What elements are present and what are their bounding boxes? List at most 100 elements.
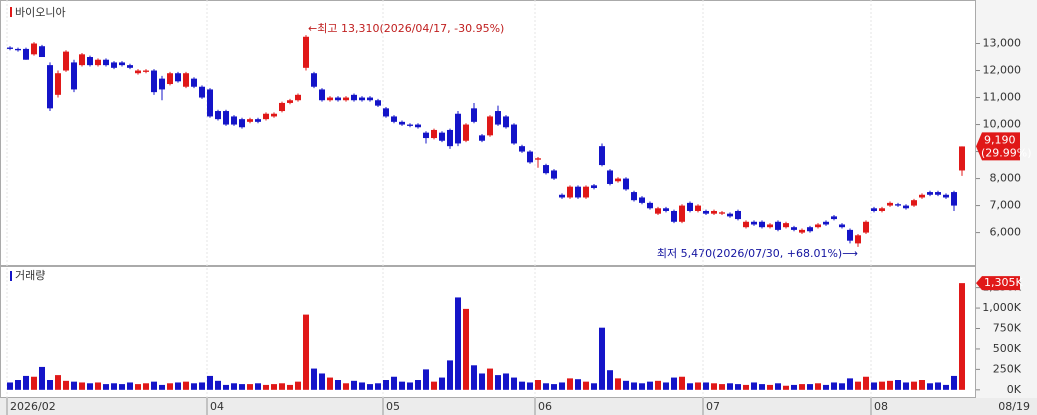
candle-body (751, 221, 757, 225)
volume-bar (623, 380, 629, 390)
volume-bar (959, 283, 965, 390)
candle-body (559, 194, 565, 198)
volume-bar (391, 376, 397, 390)
candle-body (711, 210, 717, 214)
volume-bar (447, 360, 453, 390)
volume-bar (591, 383, 597, 390)
volume-bar (687, 383, 693, 390)
volume-bar (639, 383, 645, 390)
candle-body (383, 108, 389, 117)
volume-bar (839, 383, 845, 390)
volume-bar (327, 377, 333, 390)
candle-body (263, 113, 269, 120)
candle-body (407, 124, 413, 126)
candle-body (87, 57, 93, 66)
candle-body (551, 170, 557, 179)
volume-bar (319, 373, 325, 390)
candle-body (119, 62, 125, 66)
candle-body (471, 108, 477, 122)
candle-body (927, 192, 933, 195)
volume-bar (87, 383, 93, 390)
candle-body (871, 208, 877, 211)
volume-bar (471, 365, 477, 390)
volume-bar (39, 366, 45, 390)
candle-body (959, 146, 965, 171)
candle-body (495, 111, 501, 125)
candle-body (303, 36, 309, 68)
last-price: 9,190 (984, 133, 1016, 146)
y-tick-label: 12,000 (983, 64, 1022, 77)
volume-bar (71, 381, 77, 390)
y-tick-label: 1,000K (982, 301, 1021, 314)
volume-bar (719, 384, 725, 390)
candle-body (431, 129, 437, 139)
volume-bar (199, 382, 205, 390)
candle-body (39, 46, 45, 58)
price-pointer (976, 132, 1020, 161)
candle-body (327, 97, 333, 101)
candle-body (591, 185, 597, 189)
candle-body (151, 70, 157, 93)
volume-bar (103, 384, 109, 390)
volume-bar (895, 380, 901, 390)
volume-bar (735, 384, 741, 390)
volume-bar (695, 382, 701, 390)
volume-bar (455, 297, 461, 390)
volume-bar (79, 382, 85, 390)
volume-bar (535, 380, 541, 390)
candle-body (47, 65, 53, 109)
candle-body (863, 221, 869, 233)
candle-body (175, 73, 181, 82)
candle-body (7, 47, 13, 49)
volume-bar (359, 382, 365, 390)
volume-bar (239, 384, 245, 390)
candle-body (951, 192, 957, 206)
x-tick-label: 2026/02 (10, 400, 56, 413)
volume-bar (655, 380, 661, 390)
date-axis-bg (0, 398, 1037, 415)
chart-title: 바이오니아 (15, 6, 66, 19)
candle-body (79, 54, 85, 66)
volume-bar (215, 380, 221, 390)
volume-bar (303, 314, 309, 390)
candle-body (655, 208, 661, 214)
volume-bar (407, 382, 413, 390)
candle-body (199, 86, 205, 98)
candle-body (623, 178, 629, 190)
candle-body (855, 235, 861, 244)
volume-bar (7, 382, 13, 390)
volume-bar (95, 382, 101, 390)
volume-bar (543, 383, 549, 390)
candle-body (167, 73, 173, 85)
candle-body (879, 208, 885, 211)
volume-bar (23, 375, 29, 390)
candle-body (527, 151, 533, 163)
candle-body (599, 146, 605, 166)
candle-body (543, 165, 549, 174)
volume-bar (463, 308, 469, 390)
candle-body (815, 224, 821, 228)
candle-body (807, 227, 813, 232)
high-annotation: ←최고 13,310(2026/04/17, -30.95%) (308, 22, 504, 35)
candle-body (735, 210, 741, 220)
y-tick-label: 500K (993, 342, 1022, 355)
volume-bar (263, 384, 269, 390)
volume-bar (519, 381, 525, 390)
candle-body (639, 197, 645, 203)
volume-bar (207, 375, 213, 390)
candle-body (743, 221, 749, 228)
volume-bar (631, 382, 637, 390)
candle-body (183, 73, 189, 87)
volume-bar (583, 381, 589, 390)
volume-bar (647, 381, 653, 390)
volume-bar (271, 384, 277, 390)
volume-bar (791, 384, 797, 390)
candle-body (447, 129, 453, 147)
candle-body (439, 132, 445, 141)
volume-bar (15, 380, 21, 390)
volume-bar (711, 383, 717, 390)
volume-bar (151, 381, 157, 390)
volume-bar (607, 370, 613, 390)
volume-bar (415, 380, 421, 390)
